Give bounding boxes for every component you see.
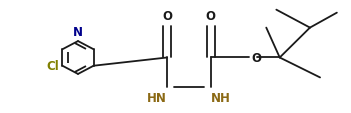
Text: HN: HN bbox=[147, 92, 167, 104]
Text: N: N bbox=[73, 26, 83, 39]
Text: O: O bbox=[206, 9, 216, 22]
Text: NH: NH bbox=[211, 92, 231, 104]
Text: Cl: Cl bbox=[46, 60, 59, 73]
Text: O: O bbox=[251, 52, 261, 64]
Text: O: O bbox=[162, 9, 172, 22]
